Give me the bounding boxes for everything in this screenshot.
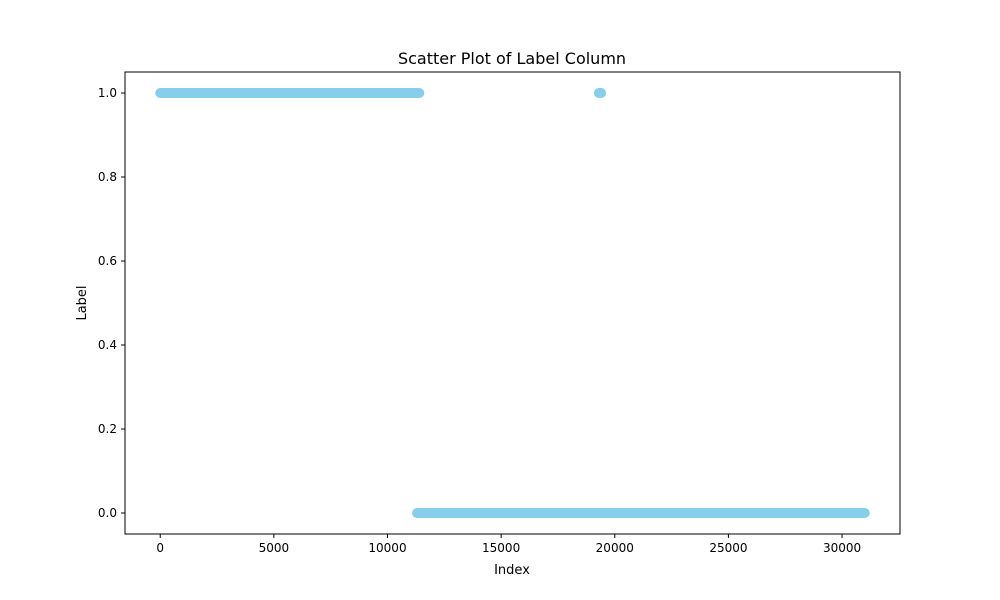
y-tick-label: 0.4: [98, 338, 117, 352]
y-tick-label: 1.0: [98, 86, 117, 100]
x-tick-label: 10000: [368, 541, 406, 555]
point-cluster-1: [593, 88, 607, 98]
plot-frame: [124, 71, 901, 535]
y-tick-label: 0.0: [98, 506, 117, 520]
x-tick-label: 5000: [259, 541, 290, 555]
x-axis-ticks: 0 5000 10000 15000 20000 25000 30000: [156, 534, 861, 555]
chart-title: Scatter Plot of Label Column: [398, 49, 626, 68]
x-axis-label: Index: [494, 563, 530, 578]
data-points: [155, 88, 870, 518]
y-axis-ticks: 0.0 0.2 0.4 0.6 0.8 1.0: [98, 86, 125, 520]
point-cluster-0: [155, 88, 425, 98]
point-cluster-2: [412, 508, 870, 518]
x-tick-label: 30000: [823, 541, 861, 555]
y-tick-label: 0.8: [98, 170, 117, 184]
y-tick-label: 0.2: [98, 422, 117, 436]
y-axis-label: Label: [75, 285, 90, 320]
x-tick-label: 25000: [709, 541, 747, 555]
x-tick-label: 15000: [482, 541, 520, 555]
y-tick-label: 0.6: [98, 254, 117, 268]
x-tick-label: 0: [156, 541, 164, 555]
x-tick-label: 20000: [596, 541, 634, 555]
